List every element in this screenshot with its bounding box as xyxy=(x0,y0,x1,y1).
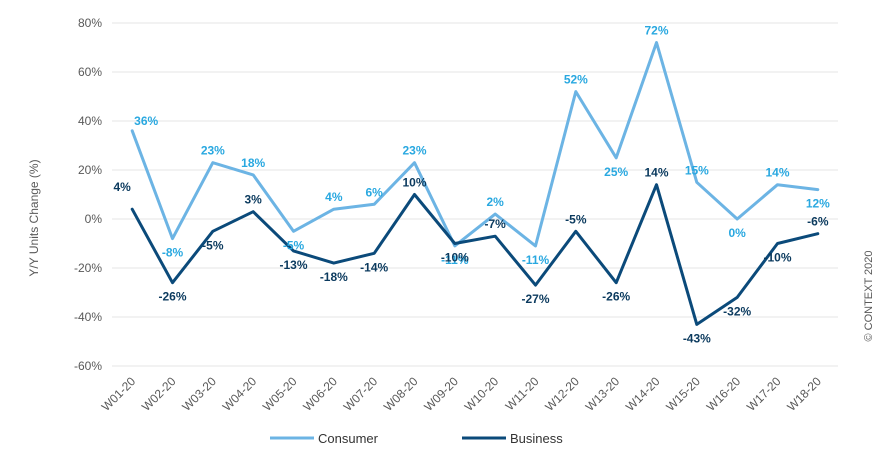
x-tick-label: W09-20 xyxy=(421,374,461,414)
data-label-consumer: 23% xyxy=(201,144,225,158)
x-tick-label: W11-20 xyxy=(503,374,542,413)
data-label-business: -32% xyxy=(723,304,751,318)
data-label-consumer: 72% xyxy=(644,24,668,38)
y-tick-label: -20% xyxy=(74,261,102,275)
data-label-business: -10% xyxy=(441,251,469,265)
data-label-consumer: 0% xyxy=(728,226,746,240)
data-label-consumer: 23% xyxy=(402,144,426,158)
data-label-consumer: 18% xyxy=(241,156,265,170)
x-tick-label: W05-20 xyxy=(260,374,300,414)
data-label-consumer: -11% xyxy=(522,253,550,267)
data-label-consumer: 15% xyxy=(685,163,709,177)
data-label-business: -26% xyxy=(602,290,630,304)
x-tick-label: W03-20 xyxy=(179,374,219,414)
data-label-business: -43% xyxy=(683,331,711,345)
series-line-consumer xyxy=(130,41,820,248)
x-tick-label: W10-20 xyxy=(462,374,502,414)
x-tick-label: W08-20 xyxy=(381,374,421,414)
data-label-consumer: 6% xyxy=(365,185,383,199)
data-label-consumer: 52% xyxy=(564,73,588,87)
legend-label-consumer: Consumer xyxy=(318,431,379,446)
data-label-consumer: -5% xyxy=(283,238,305,252)
data-label-consumer: 2% xyxy=(486,195,504,209)
data-label-consumer: 25% xyxy=(604,165,628,179)
y-tick-label: -40% xyxy=(74,310,102,324)
data-label-business: -7% xyxy=(484,217,506,231)
y-tick-label: -60% xyxy=(74,359,102,373)
legend: Consumer Business xyxy=(270,431,563,446)
data-label-business: -13% xyxy=(279,258,307,272)
x-tick-label: W01-20 xyxy=(99,374,139,414)
data-label-business: -5% xyxy=(202,238,224,252)
x-tick-label: W15-20 xyxy=(663,374,703,414)
x-tick-label: W02-20 xyxy=(139,374,179,414)
data-label-business: -14% xyxy=(360,260,388,274)
data-label-consumer: 36% xyxy=(134,114,158,128)
data-label-business: -6% xyxy=(807,215,829,229)
y-axis-ticks: 80% 60% 40% 20% 0% -20% -40% -60% xyxy=(74,16,102,373)
x-tick-label: W07-20 xyxy=(341,374,381,414)
y-tick-label: 20% xyxy=(78,163,102,177)
data-label-consumer: -8% xyxy=(162,246,184,260)
data-label-business: -10% xyxy=(763,251,791,265)
series-lines xyxy=(130,41,820,326)
series-line-business xyxy=(130,183,820,326)
x-tick-label: W04-20 xyxy=(220,374,260,414)
y-tick-label: 80% xyxy=(78,16,102,30)
data-label-business: 4% xyxy=(113,180,131,194)
y-tick-label: 40% xyxy=(78,114,102,128)
x-tick-label: W16-20 xyxy=(704,374,744,414)
data-label-consumer: -11% xyxy=(441,253,469,267)
data-labels: 36% -8% 23% 18% -5% 4% 6% 23% -11% 2% -11% 52% 25% 72… xyxy=(113,24,830,346)
data-label-business: 10% xyxy=(402,176,426,190)
x-tick-label: W12-20 xyxy=(542,374,582,414)
data-label-business: -26% xyxy=(158,290,186,304)
x-tick-label: W06-20 xyxy=(300,374,340,414)
data-label-business: -18% xyxy=(320,270,348,284)
y-tick-label: 60% xyxy=(78,65,102,79)
data-label-business: -27% xyxy=(521,292,549,306)
x-axis-ticks: W01-20 W02-20 W03-20 W04-20 W05-20 W06-20 W07-… xyxy=(99,374,825,414)
data-label-consumer: 12% xyxy=(806,197,830,211)
legend-label-business: Business xyxy=(510,431,563,446)
x-tick-label: W13-20 xyxy=(583,374,623,414)
x-tick-label: W18-20 xyxy=(784,374,824,414)
data-label-business: 3% xyxy=(244,193,262,207)
x-tick-label: W14-20 xyxy=(623,374,663,414)
data-label-consumer: 4% xyxy=(325,190,343,204)
data-label-business: 14% xyxy=(644,166,668,180)
data-label-business: -5% xyxy=(565,212,587,226)
data-label-consumer: 14% xyxy=(765,166,789,180)
x-tick-label: W17-20 xyxy=(744,374,784,414)
y-tick-label: 0% xyxy=(85,212,103,226)
y-axis-title: Y/Y Units Change (%) xyxy=(27,159,41,276)
copyright-text: © CONTEXT 2020 xyxy=(863,250,875,341)
